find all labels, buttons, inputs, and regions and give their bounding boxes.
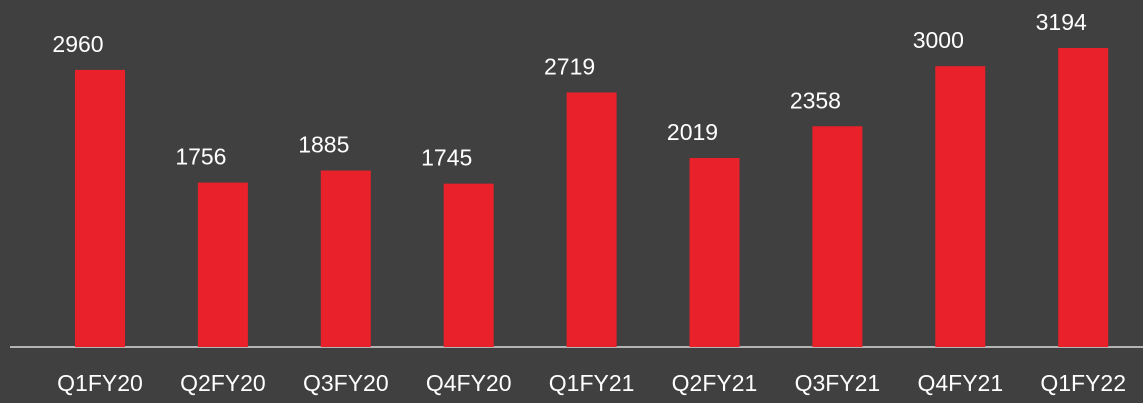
value-label: 2358 (790, 87, 841, 113)
value-label: 1756 (175, 144, 226, 170)
x-tick-label: Q2FY21 (672, 370, 758, 396)
x-tick-label: Q1FY20 (57, 370, 143, 396)
x-tick-label: Q3FY21 (795, 370, 881, 396)
bar (812, 126, 863, 347)
bar (689, 157, 740, 347)
x-tick-label: Q4FY21 (917, 370, 1003, 396)
value-label: 2719 (544, 54, 595, 80)
value-label: 1885 (298, 132, 349, 158)
bar (935, 66, 986, 348)
x-tick-label: Q3FY20 (303, 370, 389, 396)
value-label: 2960 (52, 31, 103, 57)
value-label: 2019 (667, 119, 718, 145)
x-tick-label: Q4FY20 (426, 370, 512, 396)
bar (320, 170, 371, 347)
bar (1058, 48, 1109, 347)
bar (443, 183, 494, 347)
value-label: 1745 (421, 145, 472, 171)
bar (197, 182, 248, 347)
bar (566, 92, 617, 347)
value-label: 3000 (913, 27, 964, 53)
x-tick-label: Q1FY21 (549, 370, 635, 396)
x-tick-label: Q2FY20 (180, 370, 266, 396)
value-label: 3194 (1036, 9, 1087, 35)
bar (75, 69, 125, 347)
x-tick-label: Q1FY22 (1040, 370, 1126, 396)
